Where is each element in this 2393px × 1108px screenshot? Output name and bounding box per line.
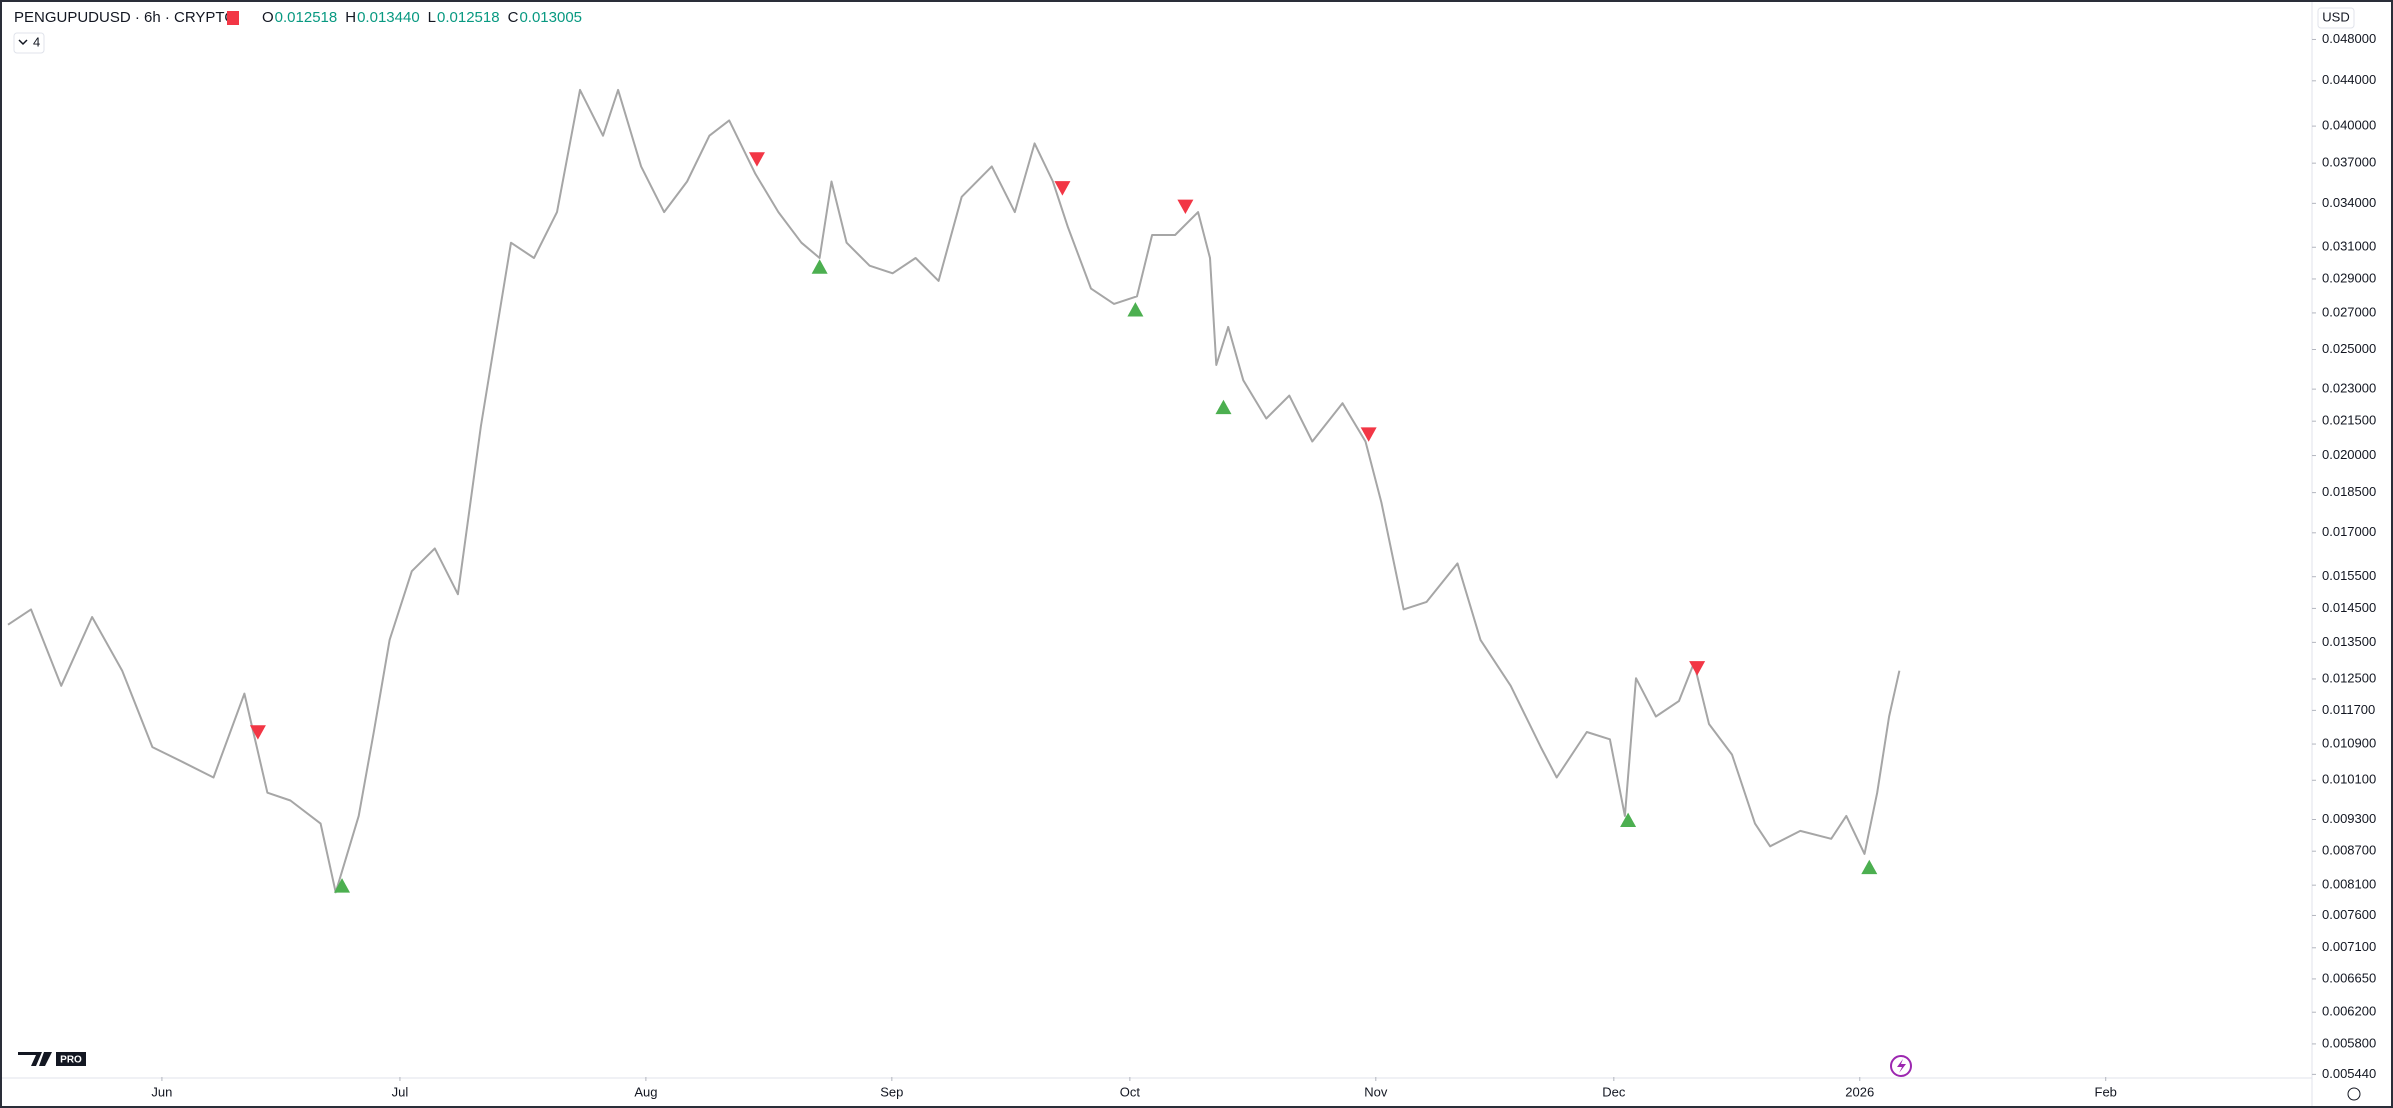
- logo: [18, 1052, 52, 1066]
- y-tick-label: 0.025000: [2322, 341, 2376, 356]
- signal-marker: [1360, 427, 1377, 442]
- signal-marker: [1215, 399, 1232, 415]
- ohlc-label: C: [508, 9, 519, 26]
- signal-marker: [1861, 859, 1878, 875]
- y-tick-label: 0.006200: [2322, 1004, 2376, 1019]
- ohlc-value: 0.012518: [437, 9, 500, 26]
- y-tick-label: 0.037000: [2322, 155, 2376, 170]
- indicators-toggle[interactable]: [13, 32, 45, 54]
- x-tick-label: Aug: [634, 1084, 657, 1099]
- y-tick-label: 0.048000: [2322, 31, 2376, 46]
- y-tick-label: 0.006650: [2322, 970, 2376, 985]
- signal-marker: [1689, 661, 1706, 676]
- y-tick-label: 0.012500: [2322, 670, 2376, 685]
- x-tick-label: Dec: [1602, 1084, 1626, 1099]
- y-tick-label: 0.029000: [2322, 270, 2376, 285]
- x-tick-label: Jul: [392, 1084, 409, 1099]
- y-tick-label: 0.021500: [2322, 413, 2376, 428]
- y-tick-label: 0.011700: [2322, 702, 2375, 717]
- signal-marker: [811, 259, 828, 274]
- y-tick-label: 0.040000: [2322, 118, 2376, 133]
- y-tick-label: 0.005440: [2322, 1066, 2376, 1081]
- chevron-icon: [18, 39, 28, 46]
- x-tick-label: Sep: [880, 1084, 903, 1099]
- indicator-count: 4: [33, 34, 40, 49]
- x-tick-label: Jun: [151, 1084, 172, 1099]
- x-tick-label: Feb: [2095, 1084, 2117, 1099]
- y-tick-label: 0.031000: [2322, 239, 2376, 254]
- signal-marker: [1127, 302, 1144, 317]
- y-tick-label: 0.007600: [2322, 907, 2376, 922]
- y-tick-label: 0.020000: [2322, 447, 2376, 462]
- signal-marker: [1177, 199, 1194, 214]
- y-tick-label: 0.009300: [2322, 811, 2376, 826]
- symbol[interactable]: PENGUPUDUSD · 6h · CRYPTO: [14, 9, 236, 26]
- price-line: [7, 88, 1901, 894]
- bolt: [1897, 1059, 1906, 1073]
- y-tick-label: 0.005800: [2322, 1035, 2376, 1050]
- y-tick-label: 0.027000: [2322, 304, 2376, 319]
- y-tick-label: 0.013500: [2322, 634, 2376, 649]
- currency: USD: [2322, 9, 2349, 24]
- y-tick-label: 0.023000: [2322, 381, 2376, 396]
- signal-marker: [249, 725, 266, 740]
- y-tick-label: 0.044000: [2322, 72, 2376, 87]
- x-tick-label: Oct: [1120, 1084, 1141, 1099]
- y-tick-label: 0.010900: [2322, 735, 2376, 750]
- y-tick-label: 0.017000: [2322, 524, 2376, 539]
- y-tick-label: 0.010100: [2322, 772, 2376, 787]
- signal-marker: [1054, 181, 1071, 196]
- ohlc-label: O: [262, 9, 274, 26]
- currency-button[interactable]: [2317, 7, 2355, 29]
- y-tick-label: 0.034000: [2322, 195, 2376, 210]
- y-tick-label: 0.015500: [2322, 568, 2376, 583]
- ohlc-label: H: [345, 9, 356, 26]
- y-tick-label: 0.008100: [2322, 877, 2376, 892]
- alert-icon[interactable]: [1890, 1055, 1912, 1077]
- flag-icon[interactable]: [227, 11, 239, 25]
- ohlc-value: 0.013440: [357, 9, 420, 26]
- y-tick-label: 0.018500: [2322, 484, 2376, 499]
- x-tick-label: 2026: [1845, 1084, 1874, 1099]
- signal-marker: [1620, 812, 1637, 827]
- signal-marker: [748, 152, 765, 167]
- signal-marker: [334, 878, 351, 893]
- logo-badge: [56, 1052, 86, 1066]
- logo-badge-text: PRO: [60, 1055, 82, 1066]
- ohlc-value: 0.013005: [519, 9, 582, 26]
- ohlc-value: 0.012518: [275, 9, 338, 26]
- y-tick-label: 0.008700: [2322, 843, 2376, 858]
- y-tick-label: 0.014500: [2322, 600, 2376, 615]
- ohlc-label: L: [428, 9, 436, 26]
- x-tick-label: Nov: [1364, 1084, 1388, 1099]
- y-tick-label: 0.007100: [2322, 939, 2376, 954]
- settings-icon[interactable]: [2347, 1087, 2361, 1101]
